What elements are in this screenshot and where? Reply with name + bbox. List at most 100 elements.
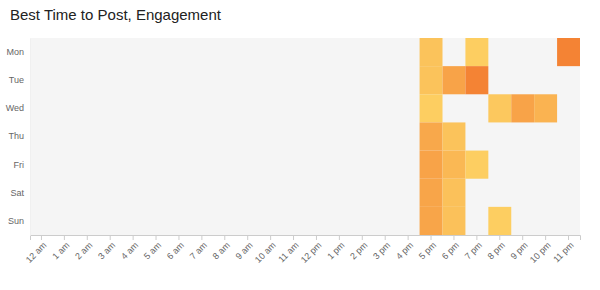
x-tick-mark — [431, 235, 432, 240]
x-tick-label: 2 am — [73, 240, 94, 261]
x-tick: 6 am — [165, 235, 186, 261]
x-tick-label: 7 pm — [463, 240, 484, 261]
x-tick: 12 am — [24, 235, 49, 265]
x-tick-mark — [270, 235, 271, 240]
y-tick-label: Mon — [6, 47, 24, 57]
x-tick-mark — [408, 235, 409, 240]
heat-cell — [557, 38, 580, 66]
heat-cell — [465, 66, 488, 94]
heat-cell — [420, 94, 443, 122]
x-tick: 6 pm — [440, 235, 461, 261]
heat-cell — [420, 207, 443, 235]
x-axis: 12 am1 am2 am3 am4 am5 am6 am7 am8 am9 a… — [24, 235, 581, 265]
x-tick-label: 12 pm — [299, 240, 324, 265]
x-tick: 11 pm — [551, 235, 575, 264]
heat-cell — [443, 66, 466, 94]
x-tick-label: 9 pm — [509, 240, 530, 261]
x-tick-mark — [476, 235, 477, 240]
x-tick-mark — [178, 235, 179, 240]
y-axis: Mon Tue Wed Thu Fri Sat Sun — [6, 39, 31, 236]
x-tick-label: 3 am — [96, 240, 117, 261]
x-tick: 8 am — [211, 235, 232, 261]
x-tick-label: 10 pm — [528, 240, 553, 265]
x-tick-label: 4 pm — [394, 240, 415, 261]
x-tick: 7 am — [188, 235, 209, 261]
x-tick-mark — [316, 235, 317, 240]
y-axis-line — [30, 39, 31, 236]
x-tick: 3 pm — [371, 235, 392, 261]
x-tick-mark — [133, 235, 134, 240]
y-tick-label: Sat — [10, 188, 24, 198]
x-tick-label: 9 am — [234, 240, 255, 261]
x-tick: 3 am — [96, 235, 117, 261]
x-tick-mark — [522, 235, 523, 240]
x-tick-label: 1 am — [50, 240, 71, 261]
x-tick-mark — [545, 235, 546, 240]
x-tick: 4 am — [119, 235, 140, 261]
heat-cell — [465, 38, 488, 66]
x-tick-mark — [339, 235, 340, 240]
x-tick-mark — [385, 235, 386, 240]
heat-cell — [420, 38, 443, 66]
x-tick-mark — [247, 235, 248, 240]
heat-cell — [443, 122, 466, 150]
heat-cell — [420, 122, 443, 150]
heat-cell — [443, 151, 466, 179]
x-tick-label: 10 am — [253, 240, 278, 265]
x-tick-mark — [64, 235, 65, 240]
heat-cell — [420, 151, 443, 179]
y-tick: Mon — [6, 47, 30, 57]
x-tick-label: 5 am — [142, 240, 163, 261]
x-tick: 9 am — [234, 235, 255, 261]
chart-container: Best Time to Post, Engagement12 am1 am2 … — [0, 0, 600, 290]
x-tick: 5 am — [142, 235, 163, 261]
chart-title: Best Time to Post, Engagement — [10, 6, 222, 23]
x-tick-label: 11 pm — [551, 240, 575, 264]
y-tick: Fri — [14, 160, 31, 170]
x-tick: 12 pm — [299, 235, 324, 265]
y-tick-label: Thu — [8, 131, 24, 141]
x-tick-mark — [201, 235, 202, 240]
y-tick-label: Sun — [8, 216, 24, 226]
y-tick: Sat — [10, 188, 30, 198]
x-tick-label: 6 am — [165, 240, 186, 261]
x-tick: 9 pm — [509, 235, 530, 261]
x-tick-label: 8 pm — [486, 240, 507, 261]
x-tick: 8 pm — [486, 235, 507, 261]
cells — [420, 38, 580, 235]
x-tick: 10 pm — [528, 235, 553, 265]
x-tick: 7 pm — [463, 235, 484, 261]
y-tick: Sun — [8, 216, 30, 226]
heat-cell — [443, 179, 466, 207]
x-tick-mark — [87, 235, 88, 240]
y-tick-label: Wed — [6, 103, 24, 113]
y-tick: Tue — [9, 75, 30, 85]
x-tick: 5 pm — [417, 235, 438, 261]
x-tick-label: 5 pm — [417, 240, 438, 261]
x-tick: 1 pm — [325, 235, 346, 261]
x-tick-mark — [453, 235, 454, 240]
heat-cell — [420, 66, 443, 94]
x-tick-mark — [568, 235, 569, 240]
y-tick: Thu — [8, 131, 30, 141]
x-tick-mark — [499, 235, 500, 240]
heat-cell — [465, 151, 488, 179]
x-tick-label: 6 pm — [440, 240, 461, 261]
heat-cell — [488, 207, 511, 235]
x-tick-mark — [156, 235, 157, 240]
heat-cell — [443, 207, 466, 235]
y-tick-label: Fri — [14, 160, 25, 170]
x-tick-label: 3 pm — [371, 240, 392, 261]
x-tick: 11 am — [276, 235, 300, 264]
x-tick-label: 7 am — [188, 240, 209, 261]
x-tick-mark — [293, 235, 294, 240]
chart-svg: Best Time to Post, Engagement12 am1 am2 … — [0, 0, 600, 290]
y-tick: Wed — [6, 103, 30, 113]
heat-cell — [534, 94, 557, 122]
x-tick-mark — [41, 235, 42, 240]
plot-background — [30, 38, 580, 235]
x-axis-line — [31, 236, 581, 241]
x-tick-label: 2 pm — [348, 240, 369, 261]
x-tick: 1 am — [50, 235, 71, 261]
x-tick-mark — [224, 235, 225, 240]
